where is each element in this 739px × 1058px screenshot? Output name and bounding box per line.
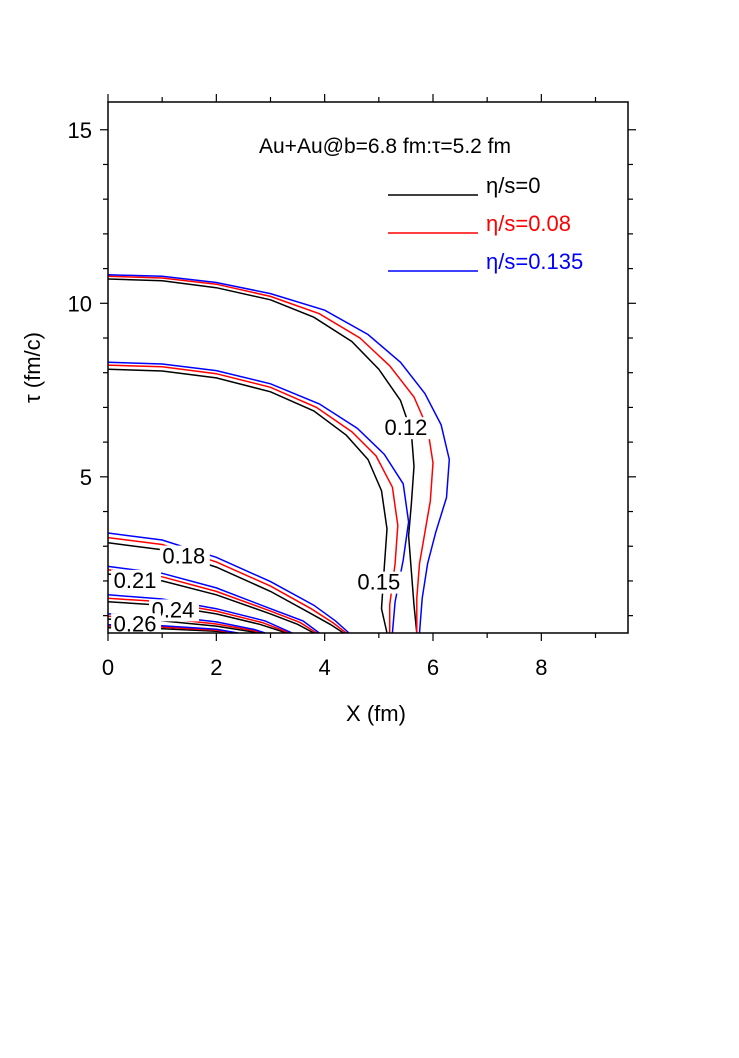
contour-line-series-2-2 [107,532,350,634]
contour-label: 0.21 [114,568,157,593]
y-tick-label: 5 [80,465,92,490]
contour-label-bg [354,571,405,594]
y-tick-label: 10 [68,291,92,316]
contour-label: 0.18 [162,544,205,569]
contour-label: 0.26 [114,611,157,636]
contour-labels: 0.120.150.180.210.240.26 [111,415,432,636]
contour-label-bg [111,569,162,592]
contour-line-series-2-4 [107,594,293,634]
contour-line-series-1-4 [107,597,290,634]
x-axis-ticks: 0 2 4 6 8 [102,94,597,680]
contour-label-bg [159,545,210,568]
contour-line-series-0-0 [107,278,418,634]
contour-label-bg [149,599,199,622]
x-tick-label: 6 [427,655,439,680]
x-tick-label: 2 [210,655,222,680]
legend: η/s=0 η/s=0.08 η/s=0.135 [388,173,583,274]
y-axis-label: τ (fm/c) [20,332,45,403]
contour-line-series-2-1 [107,361,410,634]
legend-label: η/s=0 [486,173,540,198]
contour-line-series-1-1 [107,364,399,633]
chart-title: Au+Au@b=6.8 fm:τ=5.2 fm [259,135,511,158]
x-tick-label: 8 [535,655,547,680]
legend-label: η/s=0.08 [486,211,571,236]
x-tick-label: 0 [102,655,114,680]
contour-label-bg [111,613,162,636]
x-axis-label: X (fm) [346,701,406,726]
x-tick-label: 4 [319,655,331,680]
contour-line-series-1-2 [107,536,347,634]
legend-label: η/s=0.135 [486,249,583,274]
contour-line-series-1-0 [107,275,434,633]
contour-line-series-0-4 [107,601,288,634]
y-axis-ticks: 5 10 15 [68,118,636,617]
contour-line-series-2-0 [107,274,451,634]
plot-frame [107,101,629,634]
contour-label: 0.15 [357,570,400,595]
contour-label-bg [381,417,432,440]
contour-label: 0.12 [385,415,428,440]
y-tick-label: 15 [68,118,92,143]
